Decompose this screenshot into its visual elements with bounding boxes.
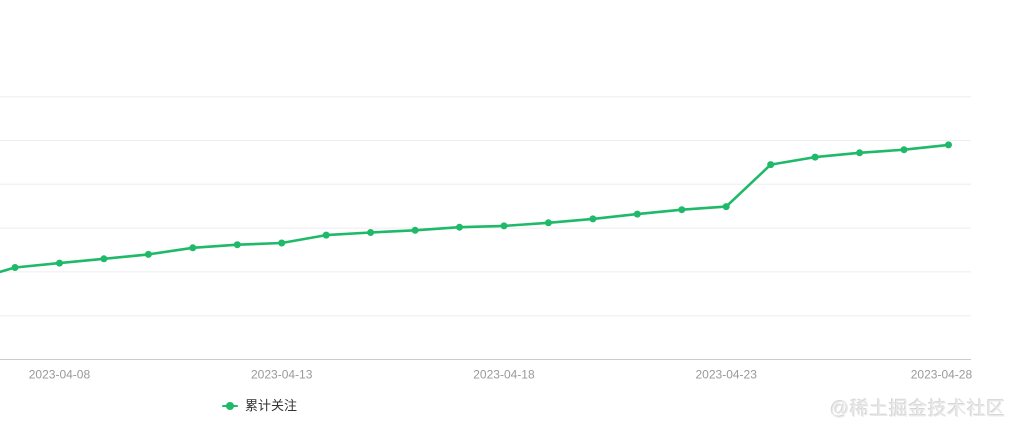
data-point[interactable]	[56, 259, 63, 267]
data-point[interactable]	[100, 255, 108, 263]
legend-line-marker-icon	[222, 399, 238, 413]
watermark-text: @稀土掘金技术社区	[830, 399, 1006, 420]
data-point[interactable]	[900, 146, 908, 154]
x-tick-label: 2023-04-13	[251, 368, 313, 382]
data-point[interactable]	[500, 222, 508, 230]
data-point[interactable]	[278, 239, 286, 247]
x-tick-label: 2023-04-23	[696, 368, 758, 382]
data-point[interactable]	[856, 149, 864, 157]
data-point[interactable]	[456, 223, 463, 231]
x-tick-label: 2023-04-28	[911, 368, 973, 382]
series-line-cumulative-follows	[0, 143, 950, 274]
data-point[interactable]	[367, 229, 375, 236]
data-point[interactable]	[144, 250, 152, 258]
data-point[interactable]	[678, 206, 686, 214]
data-point[interactable]	[189, 244, 197, 252]
data-point[interactable]	[411, 226, 419, 234]
legend-label: 累计关注	[245, 398, 298, 413]
data-point[interactable]	[589, 215, 597, 223]
data-point[interactable]	[945, 141, 952, 149]
data-point[interactable]	[722, 203, 730, 211]
data-point[interactable]	[633, 210, 641, 218]
x-tick-label: 2023-04-08	[29, 368, 91, 382]
x-tick-label: 2023-04-18	[473, 368, 535, 382]
legend-dot-icon	[226, 402, 234, 410]
data-point[interactable]	[322, 231, 330, 239]
data-point[interactable]	[233, 241, 241, 249]
data-point[interactable]	[811, 153, 819, 161]
data-point[interactable]	[11, 264, 19, 271]
legend-item-cumulative-follows[interactable]: 累计关注	[222, 399, 297, 413]
data-point[interactable]	[544, 219, 552, 227]
data-point[interactable]	[767, 161, 775, 169]
